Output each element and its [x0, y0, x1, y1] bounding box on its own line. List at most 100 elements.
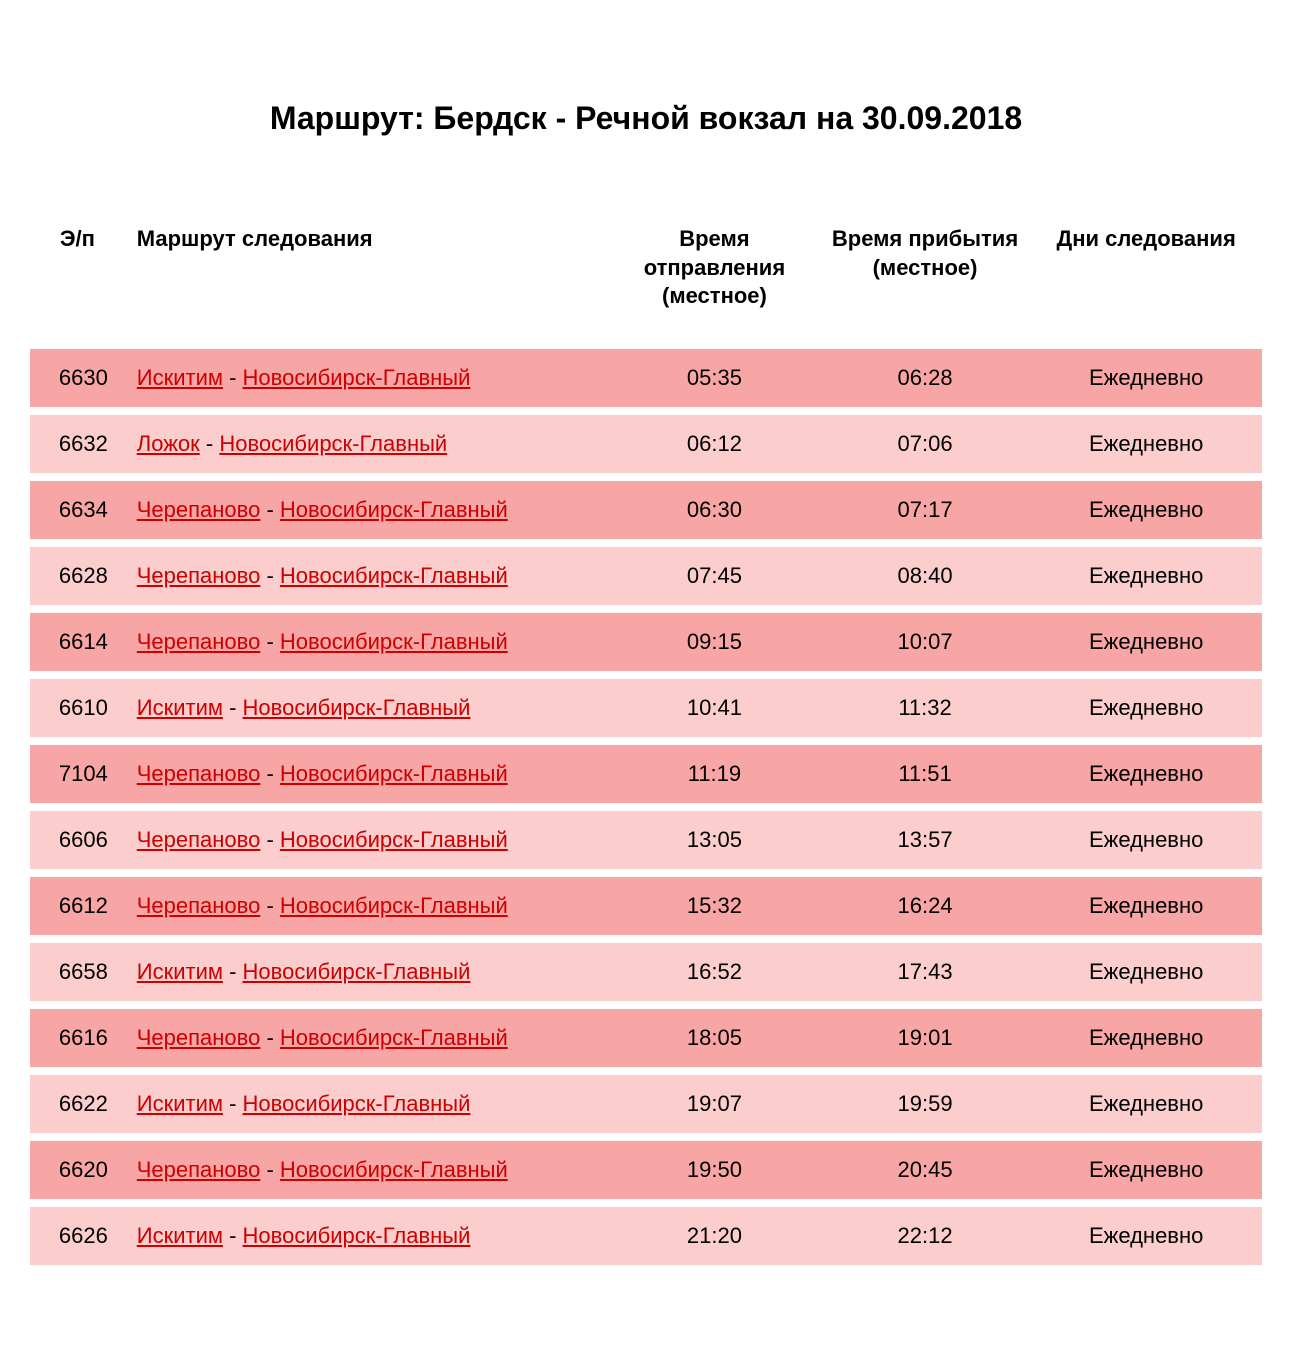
station-to-link[interactable]: Новосибирск-Главный	[243, 365, 471, 390]
col-header-days: Дни следования	[1030, 215, 1262, 341]
cell-train-number: 6612	[30, 877, 125, 935]
route-separator: -	[223, 695, 243, 720]
col-header-dep: Время отправления (местное)	[609, 215, 820, 341]
station-from-link[interactable]: Искитим	[137, 365, 223, 390]
table-row: 6634Черепаново - Новосибирск-Главный06:3…	[30, 481, 1262, 539]
cell-train-number: 6658	[30, 943, 125, 1001]
cell-arrival-time: 17:43	[820, 943, 1031, 1001]
station-from-link[interactable]: Черепаново	[137, 563, 261, 588]
cell-train-number: 6626	[30, 1207, 125, 1265]
station-from-link[interactable]: Черепаново	[137, 629, 261, 654]
cell-days: Ежедневно	[1030, 1075, 1262, 1133]
station-from-link[interactable]: Черепаново	[137, 893, 261, 918]
cell-days: Ежедневно	[1030, 415, 1262, 473]
table-row: 6628Черепаново - Новосибирск-Главный07:4…	[30, 547, 1262, 605]
station-from-link[interactable]: Ложок	[137, 431, 200, 456]
station-to-link[interactable]: Новосибирск-Главный	[280, 761, 508, 786]
cell-departure-time: 09:15	[609, 613, 820, 671]
table-row: 6616Черепаново - Новосибирск-Главный18:0…	[30, 1009, 1262, 1067]
station-to-link[interactable]: Новосибирск-Главный	[280, 497, 508, 522]
cell-train-number: 6606	[30, 811, 125, 869]
cell-departure-time: 19:50	[609, 1141, 820, 1199]
cell-arrival-time: 20:45	[820, 1141, 1031, 1199]
cell-route: Черепаново - Новосибирск-Главный	[125, 1009, 609, 1067]
cell-departure-time: 06:12	[609, 415, 820, 473]
cell-departure-time: 16:52	[609, 943, 820, 1001]
route-separator: -	[260, 1157, 280, 1182]
station-from-link[interactable]: Искитим	[137, 695, 223, 720]
table-row: 6620 Черепаново - Новосибирск-Главный 19:5…	[30, 1141, 1262, 1199]
cell-train-number: 7104	[30, 745, 125, 803]
cell-arrival-time: 19:01	[820, 1009, 1031, 1067]
cell-arrival-time: 10:07	[820, 613, 1031, 671]
cell-train-number: 6628	[30, 547, 125, 605]
cell-train-number: 6622	[30, 1075, 125, 1133]
cell-route: Искитим - Новосибирск-Главный	[125, 1075, 609, 1133]
route-separator: -	[260, 827, 280, 852]
station-to-link[interactable]: Новосибирск-Главный	[280, 827, 508, 852]
cell-departure-time: 05:35	[609, 349, 820, 407]
station-to-link[interactable]: Новосибирск-Главный	[280, 563, 508, 588]
station-to-link[interactable]: Новосибирск-Главный	[243, 1223, 471, 1248]
cell-arrival-time: 13:57	[820, 811, 1031, 869]
cell-days: Ежедневно	[1030, 349, 1262, 407]
station-from-link[interactable]: Черепаново	[137, 1157, 261, 1182]
cell-arrival-time: 07:06	[820, 415, 1031, 473]
cell-route: Искитим - Новосибирск-Главный	[125, 1207, 609, 1265]
station-from-link[interactable]: Черепаново	[137, 761, 261, 786]
station-to-link[interactable]: Новосибирск-Главный	[280, 629, 508, 654]
station-from-link[interactable]: Черепаново	[137, 827, 261, 852]
cell-route: Черепаново - Новосибирск-Главный	[125, 481, 609, 539]
route-separator: -	[223, 365, 243, 390]
station-to-link[interactable]: Новосибирск-Главный	[243, 695, 471, 720]
schedule-table: Э/п Маршрут следования Время отправления…	[30, 207, 1262, 1273]
cell-arrival-time: 11:32	[820, 679, 1031, 737]
station-to-link[interactable]: Новосибирск-Главный	[280, 1025, 508, 1050]
cell-days: Ежедневно	[1030, 1009, 1262, 1067]
cell-days: Ежедневно	[1030, 943, 1262, 1001]
station-to-link[interactable]: Новосибирск-Главный	[243, 959, 471, 984]
station-from-link[interactable]: Искитим	[137, 1091, 223, 1116]
cell-train-number: 6614	[30, 613, 125, 671]
station-to-link[interactable]: Новосибирск-Главный	[280, 893, 508, 918]
station-from-link[interactable]: Черепаново	[137, 497, 261, 522]
station-from-link[interactable]: Искитим	[137, 1223, 223, 1248]
table-row: 6606 Черепаново - Новосибирск-Главный 13:0…	[30, 811, 1262, 869]
cell-days: Ежедневно	[1030, 811, 1262, 869]
cell-train-number: 6616	[30, 1009, 125, 1067]
cell-arrival-time: 07:17	[820, 481, 1031, 539]
cell-departure-time: 06:30	[609, 481, 820, 539]
station-from-link[interactable]: Черепаново	[137, 1025, 261, 1050]
cell-route: Ложок - Новосибирск-Главный	[125, 415, 609, 473]
table-row: 6610Искитим - Новосибирск-Главный10:4111…	[30, 679, 1262, 737]
cell-departure-time: 13:05	[609, 811, 820, 869]
cell-departure-time: 11:19	[609, 745, 820, 803]
cell-train-number: 6620	[30, 1141, 125, 1199]
cell-days: Ежедневно	[1030, 1141, 1262, 1199]
cell-days: Ежедневно	[1030, 481, 1262, 539]
cell-route: Искитим - Новосибирск-Главный	[125, 679, 609, 737]
cell-route: Искитим - Новосибирск-Главный	[125, 349, 609, 407]
cell-days: Ежедневно	[1030, 1207, 1262, 1265]
table-row: 6626Искитим - Новосибирск-Главный21:2022…	[30, 1207, 1262, 1265]
cell-arrival-time: 11:51	[820, 745, 1031, 803]
table-row: 6632Ложок - Новосибирск-Главный06:1207:0…	[30, 415, 1262, 473]
route-separator: -	[260, 893, 280, 918]
cell-arrival-time: 08:40	[820, 547, 1031, 605]
table-row: 6622Искитим - Новосибирск-Главный19:0719…	[30, 1075, 1262, 1133]
cell-route: Искитим - Новосибирск-Главный	[125, 943, 609, 1001]
table-row: 6658Искитим - Новосибирск-Главный16:5217…	[30, 943, 1262, 1001]
cell-departure-time: 07:45	[609, 547, 820, 605]
cell-departure-time: 15:32	[609, 877, 820, 935]
cell-days: Ежедневно	[1030, 547, 1262, 605]
cell-days: Ежедневно	[1030, 613, 1262, 671]
cell-arrival-time: 22:12	[820, 1207, 1031, 1265]
station-to-link[interactable]: Новосибирск-Главный	[219, 431, 447, 456]
cell-arrival-time: 19:59	[820, 1075, 1031, 1133]
station-from-link[interactable]: Искитим	[137, 959, 223, 984]
station-to-link[interactable]: Новосибирск-Главный	[280, 1157, 508, 1182]
cell-train-number: 6610	[30, 679, 125, 737]
station-to-link[interactable]: Новосибирск-Главный	[243, 1091, 471, 1116]
cell-days: Ежедневно	[1030, 745, 1262, 803]
cell-days: Ежедневно	[1030, 679, 1262, 737]
